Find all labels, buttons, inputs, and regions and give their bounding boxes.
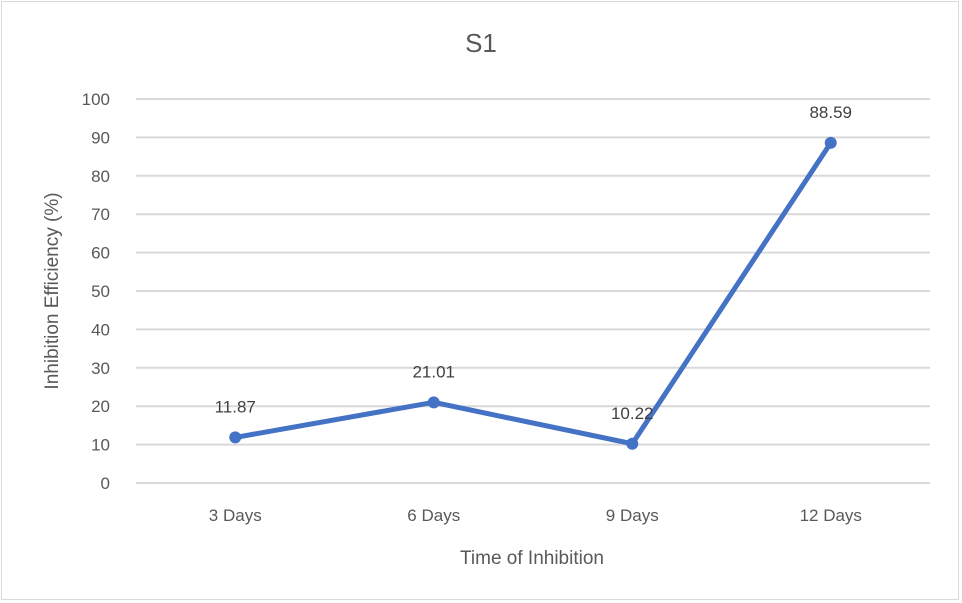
y-axis-title: Inhibition Efficiency (%) — [42, 192, 63, 389]
x-tick-label: 6 Days — [407, 506, 460, 525]
data-label: 88.59 — [809, 103, 852, 122]
y-tick-label: 90 — [91, 128, 110, 147]
y-tick-label: 40 — [91, 320, 110, 339]
y-tick-label: 20 — [91, 397, 110, 416]
data-series — [229, 136, 837, 450]
series-line — [232, 140, 834, 447]
y-tick-label: 70 — [91, 205, 110, 224]
data-point-marker — [427, 396, 440, 409]
chart-title: S1 — [465, 28, 497, 58]
y-tick-label: 50 — [91, 282, 110, 301]
data-label: 11.87 — [215, 397, 256, 416]
x-axis-ticks: 3 Days 6 Days 9 Days 12 Days — [209, 506, 862, 525]
data-label: 10.22 — [611, 404, 654, 423]
data-labels: 11.87 21.01 10.22 88.59 — [215, 103, 852, 423]
data-point-marker — [824, 136, 837, 149]
x-tick-label: 3 Days — [209, 506, 262, 525]
x-tick-label: 9 Days — [606, 506, 659, 525]
y-tick-label: 100 — [82, 90, 110, 109]
y-tick-label: 80 — [91, 167, 110, 186]
data-point-marker — [229, 431, 242, 444]
data-label: 21.01 — [412, 362, 455, 381]
y-tick-label: 60 — [91, 244, 110, 263]
y-axis-ticks: 0 10 20 30 40 50 60 70 80 90 100 — [82, 90, 110, 493]
y-tick-label: 10 — [91, 436, 110, 455]
y-tick-label: 30 — [91, 359, 110, 378]
gridlines — [136, 98, 930, 484]
x-tick-label: 12 Days — [800, 506, 862, 525]
data-point-marker — [626, 437, 639, 450]
x-axis-title: Time of Inhibition — [460, 548, 604, 569]
y-tick-label: 0 — [101, 474, 110, 493]
